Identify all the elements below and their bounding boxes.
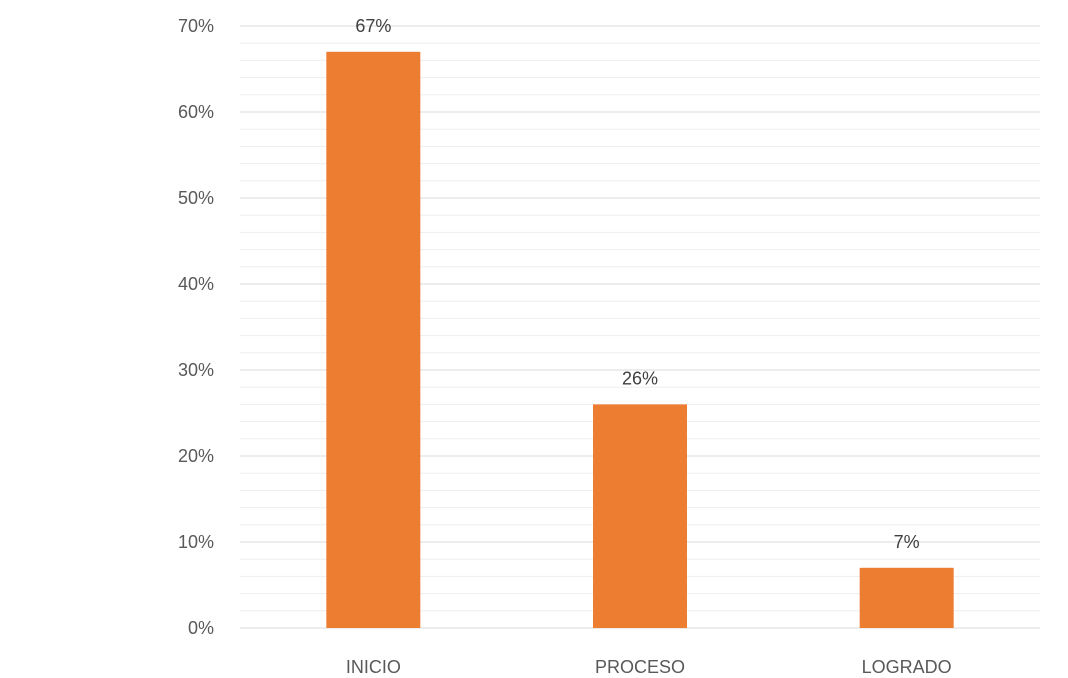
x-tick-label-logrado: LOGRADO — [862, 657, 952, 677]
y-tick-label: 0% — [188, 618, 214, 638]
y-tick-label: 30% — [178, 360, 214, 380]
y-tick-label: 20% — [178, 446, 214, 466]
y-tick-label: 10% — [178, 532, 214, 552]
bar-inicio — [326, 51, 421, 629]
bars — [326, 51, 954, 629]
x-tick-label-inicio: INICIO — [346, 657, 401, 677]
data-labels: 67% 26% 7% — [355, 16, 919, 552]
data-label-inicio: 67% — [355, 16, 391, 36]
bar-logrado — [859, 567, 954, 628]
x-tick-label-proceso: PROCESO — [595, 657, 685, 677]
y-tick-label: 50% — [178, 188, 214, 208]
y-axis-tick-labels: 0% 10% 20% 30% 40% 50% 60% 70% — [178, 16, 214, 638]
y-tick-label: 60% — [178, 102, 214, 122]
x-axis-tick-labels: INICIO PROCESO LOGRADO — [346, 657, 952, 677]
data-label-logrado: 7% — [894, 532, 920, 552]
y-tick-label: 40% — [178, 274, 214, 294]
bar-proceso — [593, 404, 687, 628]
y-tick-label: 70% — [178, 16, 214, 36]
data-label-proceso: 26% — [622, 368, 658, 388]
